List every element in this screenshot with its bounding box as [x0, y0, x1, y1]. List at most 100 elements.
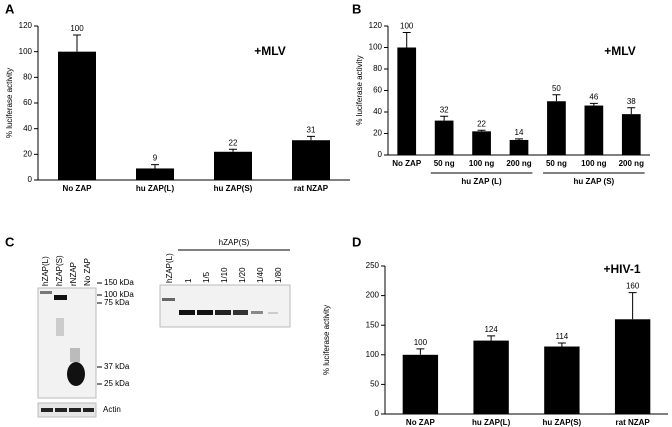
dilution-label: 1/80 — [274, 267, 283, 283]
annotation: +MLV — [604, 44, 635, 58]
y-tick-label: 40 — [23, 124, 32, 133]
dilution-label: 1/40 — [256, 267, 265, 283]
marker-label: 100 kDa — [104, 290, 134, 299]
x-tick-label: 100 ng — [581, 159, 606, 168]
y-tick-label: 0 — [28, 175, 33, 184]
bar — [397, 47, 417, 155]
x-tick-label: 200 ng — [506, 159, 531, 168]
x-tick-label: rat NZAP — [616, 418, 651, 427]
y-tick-label: 80 — [23, 72, 32, 81]
y-tick-label: 100 — [19, 47, 33, 56]
group-label: hu ZAP (S) — [573, 177, 614, 186]
band — [41, 408, 53, 412]
panel-label: A — [5, 1, 15, 16]
bar — [472, 131, 491, 155]
y-tick-label: 120 — [369, 21, 383, 30]
y-tick-label: 120 — [19, 21, 33, 30]
band — [83, 408, 94, 412]
error-bar — [402, 31, 411, 48]
error-bar — [440, 115, 449, 121]
y-tick-label: 80 — [373, 64, 382, 73]
error-bar — [151, 164, 159, 169]
value-label: 32 — [440, 105, 449, 114]
y-tick-label: 100 — [366, 350, 380, 359]
x-tick-label: hu ZAP(S) — [214, 184, 253, 193]
x-tick-label: hu ZAP(L) — [472, 418, 511, 427]
marker-label: 150 kDa — [104, 278, 134, 287]
error-bar — [515, 138, 523, 140]
x-tick-label: No ZAP — [392, 159, 422, 168]
lane-label: rNZAP — [69, 262, 78, 286]
bar — [136, 168, 174, 180]
y-tick-label: 0 — [378, 150, 383, 159]
y-axis-title: % luciferase activity — [355, 55, 364, 125]
band — [215, 310, 231, 315]
value-label: 46 — [589, 93, 598, 102]
y-axis-title: % luciferase activity — [5, 68, 14, 138]
bar — [473, 340, 509, 414]
band — [56, 318, 64, 336]
panel-label: C — [5, 234, 15, 249]
band — [179, 310, 195, 315]
bar — [509, 139, 529, 155]
blot-right — [159, 284, 291, 328]
bar — [621, 114, 641, 155]
bar — [58, 51, 96, 180]
y-tick-label: 100 — [369, 43, 383, 52]
value-label: 100 — [414, 338, 428, 347]
lane-label: No ZAP — [83, 258, 92, 286]
x-tick-label: No ZAP — [63, 184, 93, 193]
y-tick-label: 40 — [373, 107, 382, 116]
annotation: +HIV-1 — [603, 262, 640, 276]
bar — [547, 101, 566, 155]
value-label: 38 — [627, 97, 636, 106]
x-tick-label: No ZAP — [406, 418, 436, 427]
x-tick-label: 50 ng — [434, 159, 455, 168]
value-label: 22 — [477, 119, 486, 128]
bar — [614, 319, 651, 414]
value-label: 50 — [552, 84, 561, 93]
dilution-label: 1/10 — [220, 267, 229, 283]
panel-label: B — [352, 1, 361, 16]
band — [40, 291, 52, 294]
x-tick-label: rat NZAP — [294, 184, 329, 193]
annotation: +MLV — [254, 44, 285, 58]
value-label: 160 — [626, 282, 640, 291]
value-label: 114 — [555, 332, 568, 341]
marker-label: 75 kDa — [104, 298, 130, 307]
dilution-label: 1/20 — [238, 267, 247, 283]
y-tick-label: 0 — [375, 409, 380, 418]
value-label: 22 — [229, 138, 238, 147]
blot-group: hZAP(S) — [219, 238, 250, 247]
lane-label: hZAP(L) — [41, 256, 50, 286]
band — [251, 311, 263, 314]
band — [162, 298, 175, 301]
loading-label: Actin — [103, 405, 121, 414]
error-bar — [628, 292, 637, 320]
band — [67, 362, 85, 386]
error-bar — [416, 348, 425, 355]
value-label: 100 — [400, 22, 414, 31]
error-bar — [589, 102, 598, 106]
value-label: 14 — [515, 128, 524, 137]
y-tick-label: 60 — [373, 86, 382, 95]
dilution-label: 1/5 — [202, 271, 211, 283]
x-tick-label: 100 ng — [469, 159, 494, 168]
marker-label: 37 kDa — [104, 362, 130, 371]
bar — [434, 120, 454, 155]
error-bar — [487, 335, 496, 341]
error-bar — [229, 148, 237, 152]
band — [197, 310, 213, 315]
band — [70, 348, 80, 362]
y-tick-label: 20 — [23, 149, 32, 158]
bar — [544, 346, 580, 414]
error-bar — [557, 342, 566, 347]
y-axis-title: % luciferase activity — [322, 305, 331, 375]
value-label: 124 — [484, 325, 498, 334]
y-tick-label: 60 — [23, 98, 32, 107]
value-label: 31 — [307, 125, 316, 134]
x-tick-label: hu ZAP(S) — [543, 418, 582, 427]
error-bar — [552, 94, 561, 102]
band — [268, 312, 278, 314]
